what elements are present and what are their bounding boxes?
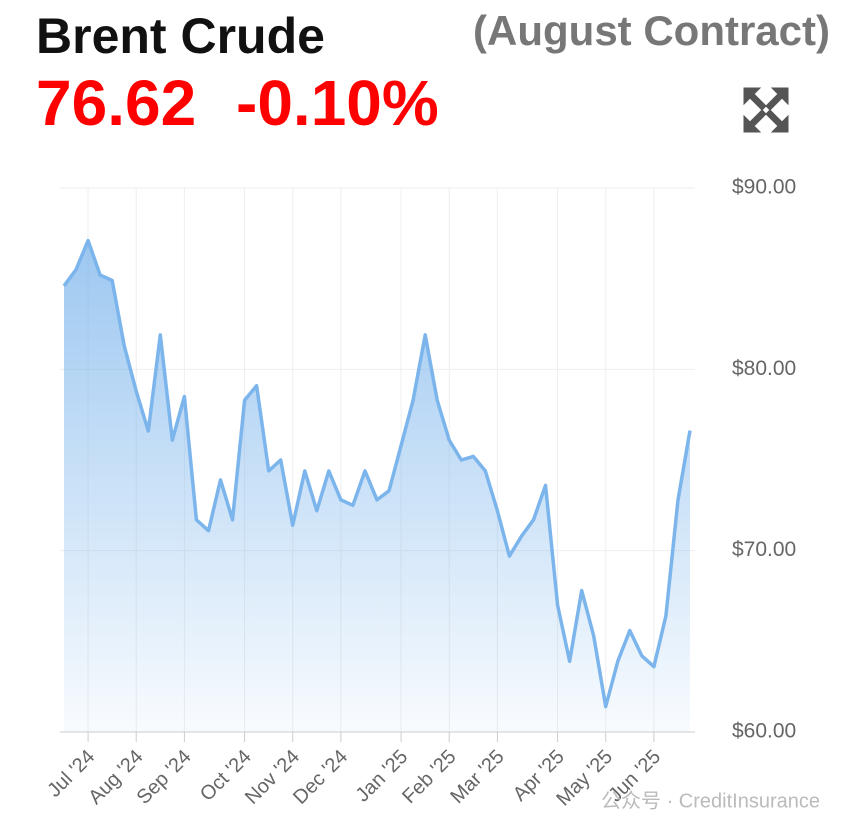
area	[64, 240, 690, 732]
x-tick-label: Dec '24	[289, 746, 352, 809]
change: -0.10%	[236, 67, 439, 139]
subtitle: (August Contract)	[473, 7, 830, 54]
x-tick-label: Feb '25	[398, 746, 460, 808]
price: 76.62	[36, 67, 196, 139]
x-tick-label: Sep '24	[133, 746, 196, 809]
chart-title: Brent Crude	[36, 8, 325, 64]
x-tick-label: Mar '25	[446, 746, 508, 808]
line	[62, 238, 692, 709]
y-tick-label: $60.00	[732, 720, 796, 743]
y-tick-label: $70.00	[732, 538, 796, 561]
watermark: 公众号 · CreditInsurance	[601, 789, 820, 812]
y-tick-label: $80.00	[732, 357, 796, 380]
expand-icon[interactable]	[742, 86, 790, 134]
y-tick-label: $90.00	[732, 176, 796, 199]
